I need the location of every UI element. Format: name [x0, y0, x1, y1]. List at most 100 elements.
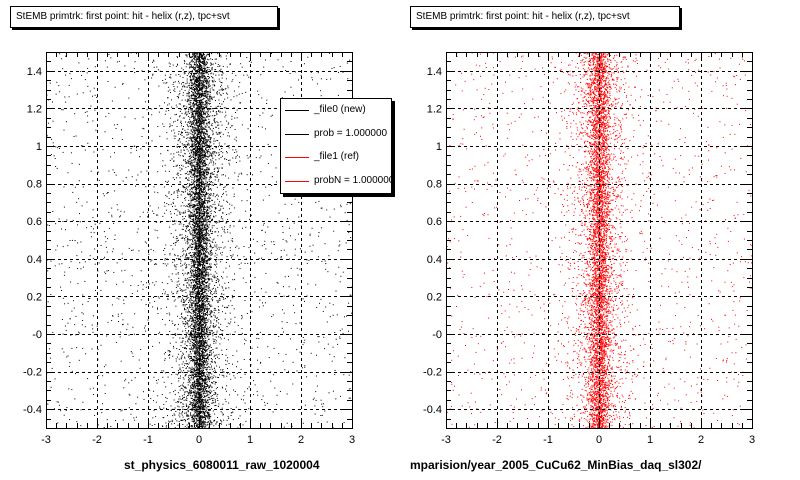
- scatter-point: [195, 308, 197, 310]
- scatter-point: [199, 339, 201, 341]
- scatter-point: [206, 81, 208, 83]
- scatter-point: [93, 87, 95, 89]
- scatter-point: [197, 61, 199, 63]
- scatter-point: [224, 282, 226, 284]
- scatter-point: [176, 192, 178, 194]
- scatter-point: [213, 238, 215, 240]
- scatter-point: [206, 91, 208, 93]
- scatter-point: [192, 321, 194, 323]
- scatter-point: [222, 311, 223, 313]
- scatter-point: [201, 236, 203, 238]
- scatter-point: [209, 314, 211, 315]
- scatter-point: [205, 223, 207, 225]
- scatter-point: [204, 63, 206, 65]
- scatter-point: [282, 360, 284, 362]
- scatter-point: [215, 69, 217, 71]
- scatter-point: [207, 286, 209, 288]
- scatter-point: [197, 390, 199, 392]
- scatter-point: [178, 80, 179, 82]
- scatter-point: [198, 193, 200, 194]
- scatter-point: [186, 418, 188, 420]
- scatter-point: [199, 96, 201, 98]
- scatter-point: [197, 217, 199, 218]
- scatter-point: [188, 91, 190, 93]
- scatter-point: [205, 126, 207, 128]
- scatter-point: [203, 97, 205, 99]
- scatter-point: [235, 156, 237, 158]
- scatter-point: [182, 367, 184, 369]
- scatter-point: [207, 379, 209, 381]
- scatter-point: [218, 171, 219, 172]
- scatter-point: [62, 151, 64, 153]
- scatter-point: [192, 127, 194, 129]
- scatter-point: [276, 394, 278, 396]
- scatter-point: [202, 364, 204, 366]
- scatter-point: [288, 370, 289, 372]
- scatter-point: [205, 79, 207, 81]
- scatter-point: [195, 130, 197, 132]
- scatter-point: [90, 226, 92, 228]
- scatter-point: [222, 218, 224, 220]
- scatter-point: [301, 367, 303, 369]
- scatter-point: [197, 324, 199, 325]
- scatter-point: [201, 82, 203, 84]
- scatter-point: [176, 237, 178, 239]
- scatter-point: [208, 376, 209, 378]
- scatter-point: [195, 176, 197, 177]
- scatter-point: [191, 64, 192, 66]
- scatter-point: [182, 155, 184, 157]
- scatter-point: [205, 402, 207, 404]
- scatter-point: [210, 376, 211, 378]
- scatter-point: [241, 66, 243, 68]
- scatter-point: [203, 64, 205, 66]
- scatter-point: [87, 301, 89, 303]
- scatter-point: [93, 232, 95, 234]
- scatter-point: [183, 136, 185, 138]
- scatter-point: [196, 394, 198, 396]
- scatter-point: [198, 171, 200, 173]
- scatter-point: [224, 318, 226, 320]
- scatter-point: [171, 374, 173, 376]
- scatter-point: [71, 310, 73, 312]
- scatter-point: [214, 231, 216, 233]
- scatter-point: [204, 137, 206, 139]
- scatter-point: [185, 299, 187, 301]
- scatter-point: [197, 159, 199, 160]
- scatter-point: [207, 406, 209, 408]
- scatter-point: [196, 121, 198, 123]
- scatter-point: [206, 331, 208, 333]
- scatter-point: [201, 186, 203, 188]
- scatter-point: [192, 349, 194, 351]
- scatter-point: [205, 312, 207, 314]
- scatter-point: [197, 286, 199, 288]
- scatter-point: [206, 244, 207, 246]
- scatter-point: [189, 152, 191, 154]
- scatter-point: [221, 226, 223, 228]
- scatter-point: [196, 214, 198, 216]
- scatter-point: [265, 272, 267, 274]
- scatter-point: [169, 123, 171, 125]
- scatter-point: [210, 293, 212, 295]
- scatter-point: [194, 311, 196, 313]
- scatter-point: [206, 282, 208, 283]
- scatter-point: [180, 387, 182, 389]
- scatter-point: [211, 125, 213, 127]
- scatter-point: [258, 94, 260, 96]
- scatter-point: [290, 86, 292, 88]
- scatter-point: [93, 220, 95, 222]
- scatter-point: [204, 329, 205, 331]
- scatter-point: [94, 248, 96, 250]
- scatter-point: [195, 114, 196, 116]
- scatter-point: [208, 399, 210, 401]
- scatter-point: [195, 100, 197, 102]
- scatter-point: [78, 180, 80, 182]
- scatter-point: [192, 146, 194, 148]
- scatter-point: [187, 282, 189, 284]
- scatter-point: [199, 265, 201, 267]
- scatter-point: [80, 409, 82, 411]
- scatter-point: [197, 252, 199, 254]
- scatter-point: [95, 129, 97, 131]
- scatter-point: [204, 256, 206, 258]
- scatter-point: [317, 421, 319, 423]
- scatter-point: [229, 394, 231, 396]
